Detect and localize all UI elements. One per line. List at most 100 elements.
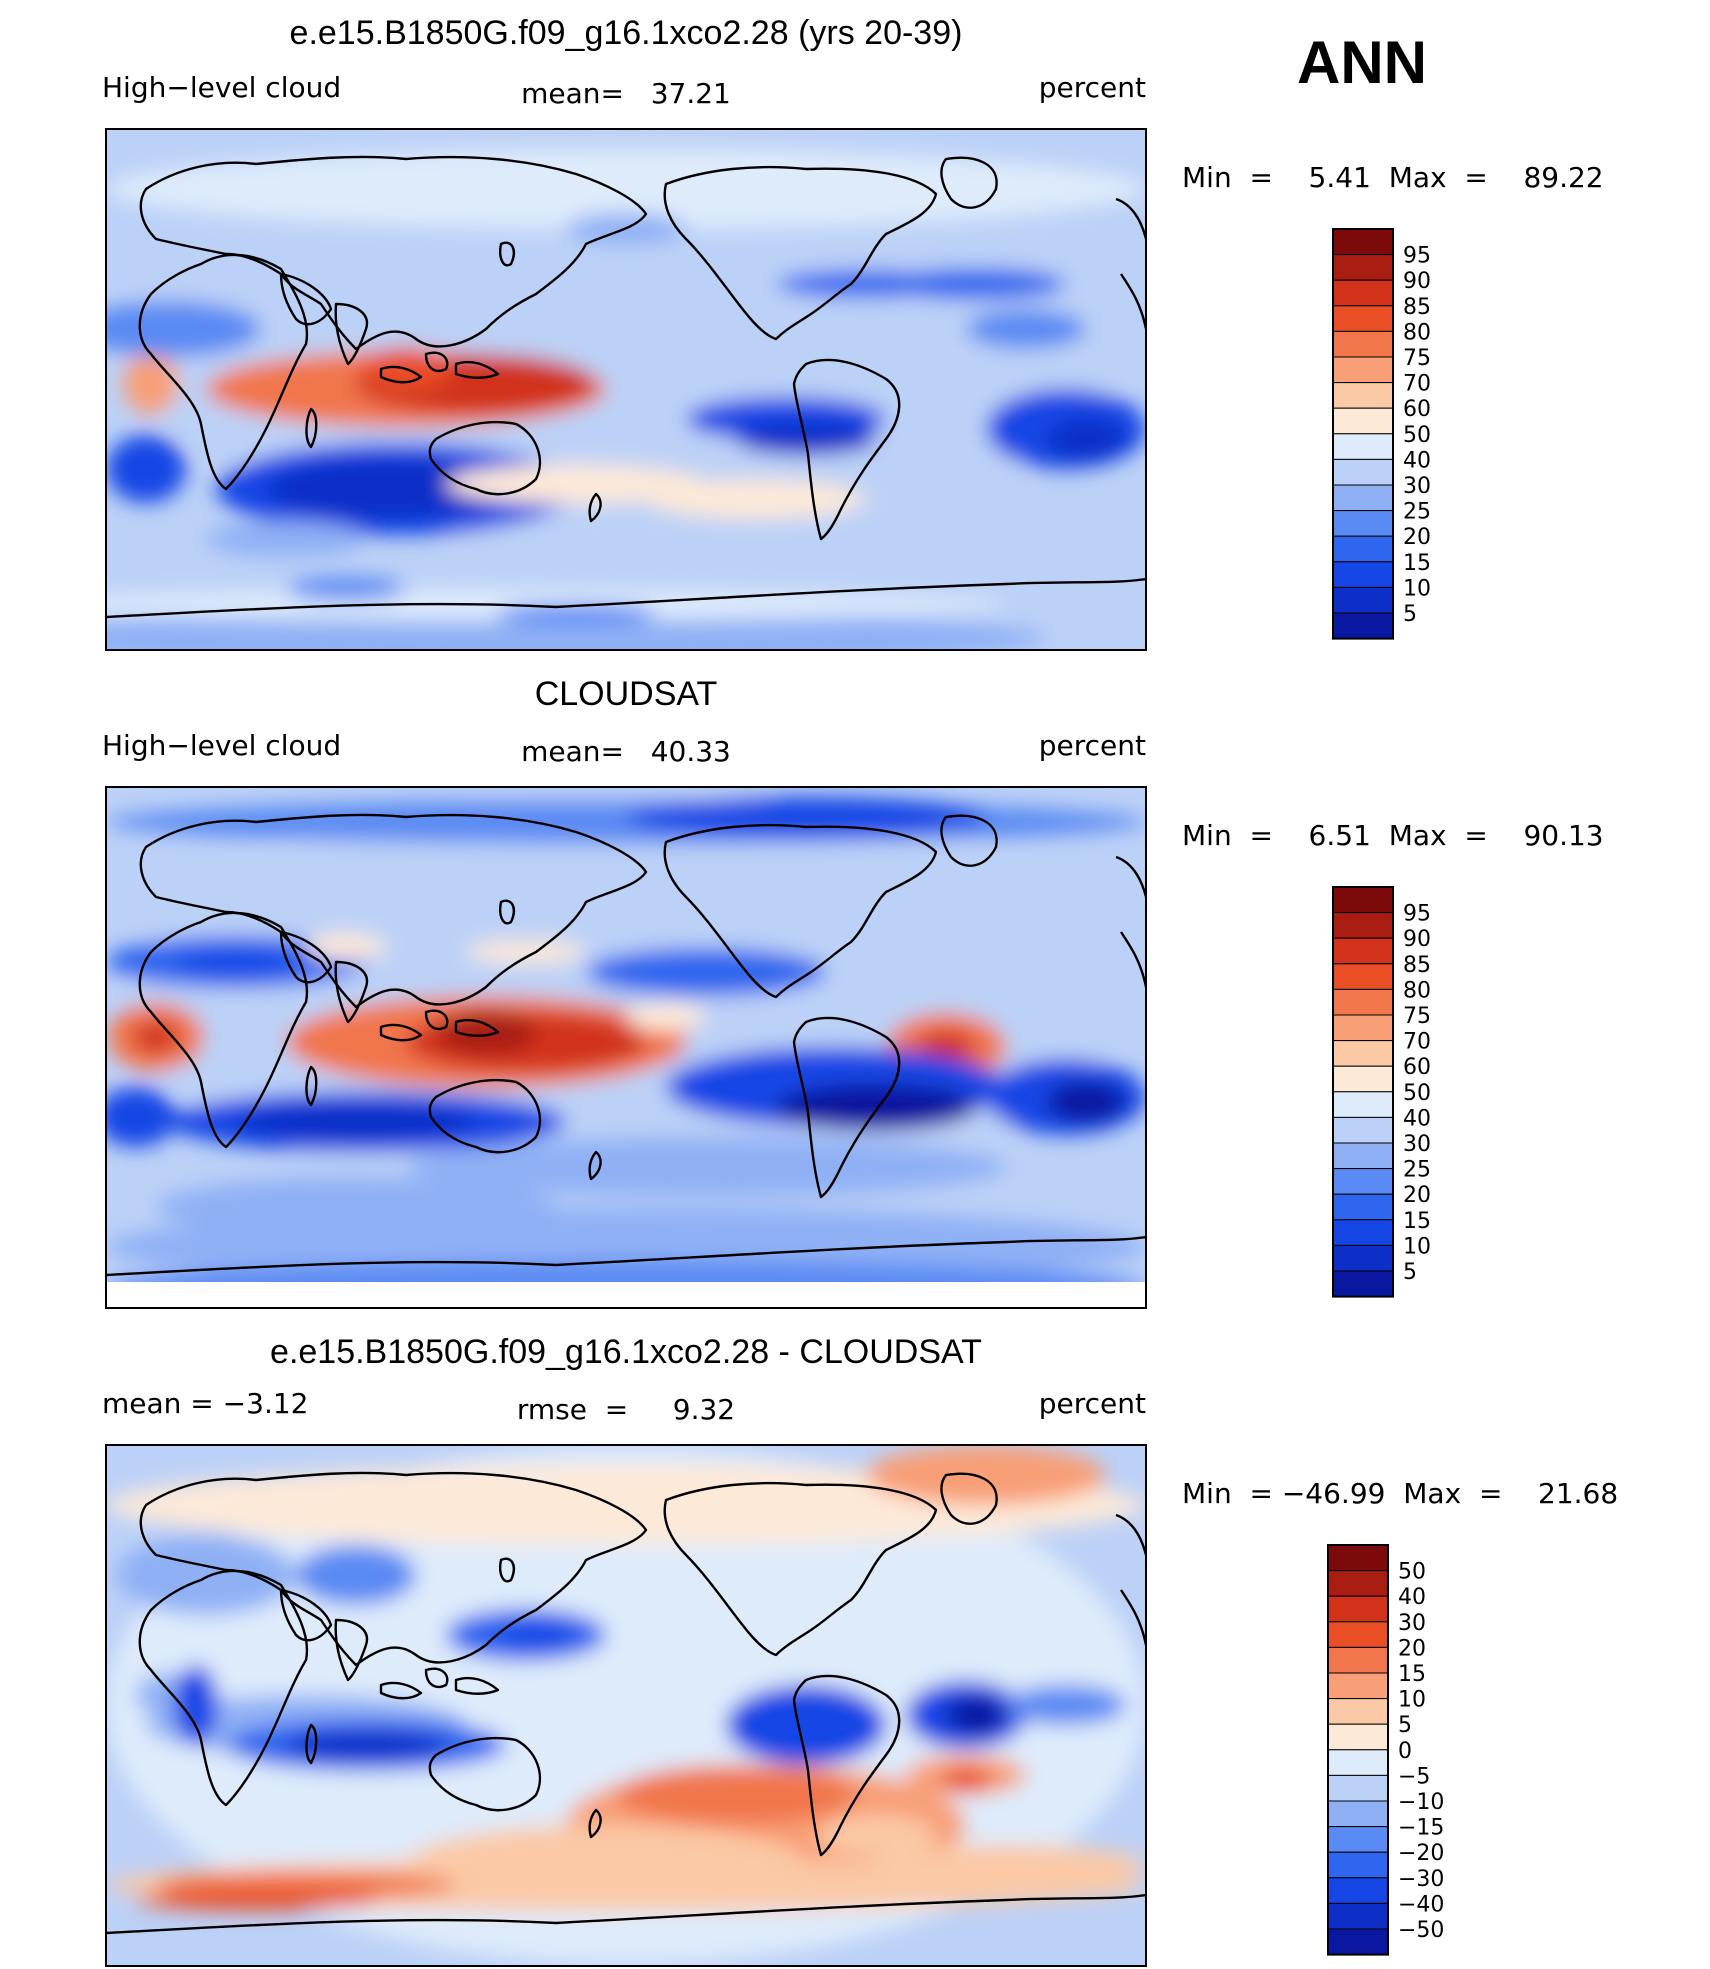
colorbar-tick-label: 40 bbox=[1398, 1585, 1426, 1610]
contour-region bbox=[966, 309, 1086, 349]
contour-region bbox=[816, 1815, 936, 1855]
season-label: ANN bbox=[1297, 29, 1427, 96]
colorbar-tick-label: −30 bbox=[1398, 1867, 1444, 1892]
contour-region bbox=[436, 1010, 536, 1054]
colorbar-tick-label: 50 bbox=[1403, 1081, 1431, 1106]
contour-region bbox=[426, 1505, 626, 1545]
colorbar-tick-label: 30 bbox=[1403, 1132, 1431, 1157]
contour-region bbox=[406, 1137, 1006, 1197]
colorbar-tick-label: 50 bbox=[1398, 1560, 1426, 1585]
colorbar-tick-label: 70 bbox=[1403, 372, 1431, 397]
units-label: percent bbox=[1039, 71, 1146, 104]
colorbar-box bbox=[1332, 433, 1394, 460]
contour-region bbox=[866, 1445, 1106, 1505]
map-frame bbox=[105, 1444, 1147, 1967]
colorbar-box bbox=[1332, 254, 1394, 281]
panel-title: CLOUDSAT bbox=[535, 675, 718, 713]
colorbar-tick-label: 15 bbox=[1403, 1209, 1431, 1234]
contour-region bbox=[886, 268, 1066, 300]
contour-region bbox=[466, 940, 586, 964]
colorbar-box bbox=[1332, 1091, 1394, 1118]
colorbar-tick-label: 90 bbox=[1403, 927, 1431, 952]
missing-data-region bbox=[106, 1282, 1146, 1308]
colorbar-tick-label: −20 bbox=[1398, 1841, 1444, 1866]
units-label: percent bbox=[1039, 1387, 1146, 1420]
colorbar-box bbox=[1332, 963, 1394, 990]
contour-region bbox=[496, 604, 656, 624]
contour-region bbox=[286, 1731, 446, 1759]
colorbar-box bbox=[1327, 1826, 1389, 1853]
colorbar-tick-label: 95 bbox=[1403, 902, 1431, 927]
colorbar-box bbox=[1332, 561, 1394, 588]
colorbar-box bbox=[1327, 1544, 1389, 1572]
colorbar-tick-label: 5 bbox=[1403, 1260, 1417, 1285]
colorbar-tick-label: −5 bbox=[1398, 1764, 1430, 1789]
contour-region bbox=[446, 464, 706, 504]
colorbar-box bbox=[1332, 988, 1394, 1016]
colorbar-tick-label: 90 bbox=[1403, 269, 1431, 294]
contour-region bbox=[616, 1765, 856, 1825]
contour-region bbox=[941, 1768, 991, 1792]
contour-region bbox=[586, 948, 826, 996]
colorbar-box bbox=[1332, 612, 1394, 640]
colorbar-box bbox=[1327, 1723, 1389, 1751]
colorbar-box bbox=[1327, 1877, 1389, 1904]
panel-3: e.e15.B1850G.f09_g16.1xco2.28 - CLOUDSAT… bbox=[102, 1333, 1618, 1967]
colorbar-tick-label: 85 bbox=[1403, 295, 1431, 320]
colorbar-tick-label: 60 bbox=[1403, 397, 1431, 422]
colorbar-tick-label: 5 bbox=[1403, 602, 1417, 627]
contour-region bbox=[236, 1104, 476, 1140]
colorbar-box bbox=[1332, 305, 1394, 332]
colorbar-tick-label: 60 bbox=[1403, 1055, 1431, 1080]
colorbar-tick-label: 20 bbox=[1398, 1636, 1426, 1661]
colorbar-box bbox=[1332, 1168, 1394, 1195]
colorbar-box bbox=[1327, 1672, 1389, 1700]
colorbar-box bbox=[1327, 1646, 1389, 1674]
contour-region bbox=[496, 1623, 576, 1647]
contour-region bbox=[176, 950, 296, 974]
contour-region bbox=[123, 354, 179, 414]
contour-region bbox=[136, 1890, 376, 1910]
colorbar-box bbox=[1332, 886, 1394, 914]
colorbar-tick-label: 80 bbox=[1403, 320, 1431, 345]
map-field bbox=[106, 787, 1146, 1308]
colorbar-tick-label: 30 bbox=[1398, 1611, 1426, 1636]
colorbar-tick-label: 10 bbox=[1398, 1688, 1426, 1713]
colorbar-tick-label: 20 bbox=[1403, 525, 1431, 550]
contour-region bbox=[1046, 1082, 1126, 1122]
colorbar-box bbox=[1332, 1270, 1394, 1298]
contour-region bbox=[306, 933, 386, 961]
mean-label: mean= 37.21 bbox=[521, 77, 731, 110]
colorbar-box bbox=[1327, 1621, 1389, 1648]
colorbar-tick-label: −40 bbox=[1398, 1892, 1444, 1917]
contour-region bbox=[116, 1535, 296, 1615]
contour-region bbox=[1046, 419, 1126, 459]
colorbar-tick-label: 15 bbox=[1398, 1662, 1426, 1687]
colorbar-box bbox=[1332, 330, 1394, 358]
panel-title: e.e15.B1850G.f09_g16.1xco2.28 (yrs 20-39… bbox=[290, 14, 963, 52]
colorbar-frame bbox=[1327, 1544, 1389, 1956]
colorbar-tick-label: 25 bbox=[1403, 1158, 1431, 1183]
colorbar-tick-label: 40 bbox=[1403, 1106, 1431, 1131]
colorbar-box bbox=[1332, 1193, 1394, 1221]
colorbar-box bbox=[1327, 1774, 1389, 1802]
colorbar-tick-label: 40 bbox=[1403, 448, 1431, 473]
colorbar-box bbox=[1332, 1040, 1394, 1067]
colorbar-tick-label: 30 bbox=[1403, 474, 1431, 499]
colorbar-tick-label: −10 bbox=[1398, 1790, 1444, 1815]
variable-label: mean = −3.12 bbox=[102, 1387, 308, 1420]
colorbar-box bbox=[1332, 1065, 1394, 1093]
colorbar-tick-label: 85 bbox=[1403, 953, 1431, 978]
contour-region bbox=[174, 1665, 218, 1745]
colorbar-tick-label: 0 bbox=[1398, 1739, 1412, 1764]
colorbar-tick-label: 10 bbox=[1403, 576, 1431, 601]
colorbar-tick-label: 75 bbox=[1403, 1004, 1431, 1029]
contour-region bbox=[106, 301, 261, 357]
min-max-label: Min = 5.41 Max = 89.22 bbox=[1182, 161, 1604, 194]
contour-region bbox=[1006, 1685, 1126, 1725]
contour-region bbox=[106, 1087, 176, 1147]
colorbar-box bbox=[1332, 912, 1394, 939]
contour-region bbox=[296, 1545, 416, 1605]
colorbar-tick-label: −15 bbox=[1398, 1816, 1444, 1841]
